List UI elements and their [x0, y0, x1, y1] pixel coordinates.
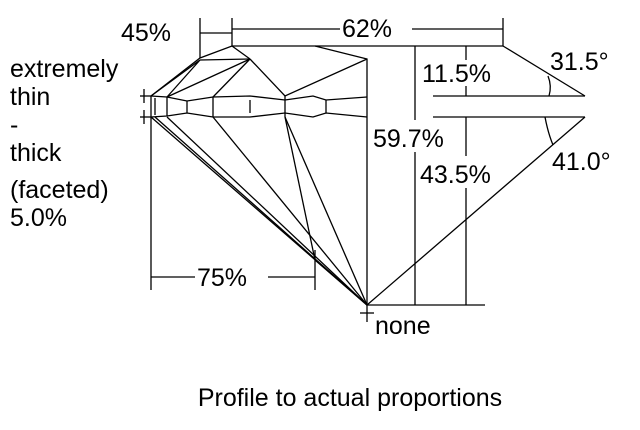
caption: Profile to actual proportions: [198, 384, 502, 412]
girdle-label-line: extremely: [10, 55, 119, 83]
crown-height-label: 11.5%: [422, 60, 491, 88]
girdle-label-line: thick: [10, 139, 62, 167]
culet-label: none: [375, 312, 431, 340]
crown-angle-label: 31.5°: [550, 48, 609, 76]
total-depth-label: 59.7%: [373, 125, 444, 153]
pavilion-depth-label: 43.5%: [420, 161, 491, 189]
girdle-label-line: (faceted): [10, 176, 109, 204]
girdle-label-line: thin: [10, 83, 50, 111]
table-label: 62%: [342, 15, 392, 43]
crown-width-label: 45%: [121, 19, 171, 47]
girdle-label-line: -: [10, 111, 18, 139]
diamond-profile: [150, 45, 586, 306]
dimension-lines: [140, 18, 554, 322]
pavilion-angle-label: 41.0°: [552, 148, 611, 176]
girdle-label-line: 5.0%: [10, 204, 67, 232]
lower-half-label: 75%: [197, 264, 247, 292]
